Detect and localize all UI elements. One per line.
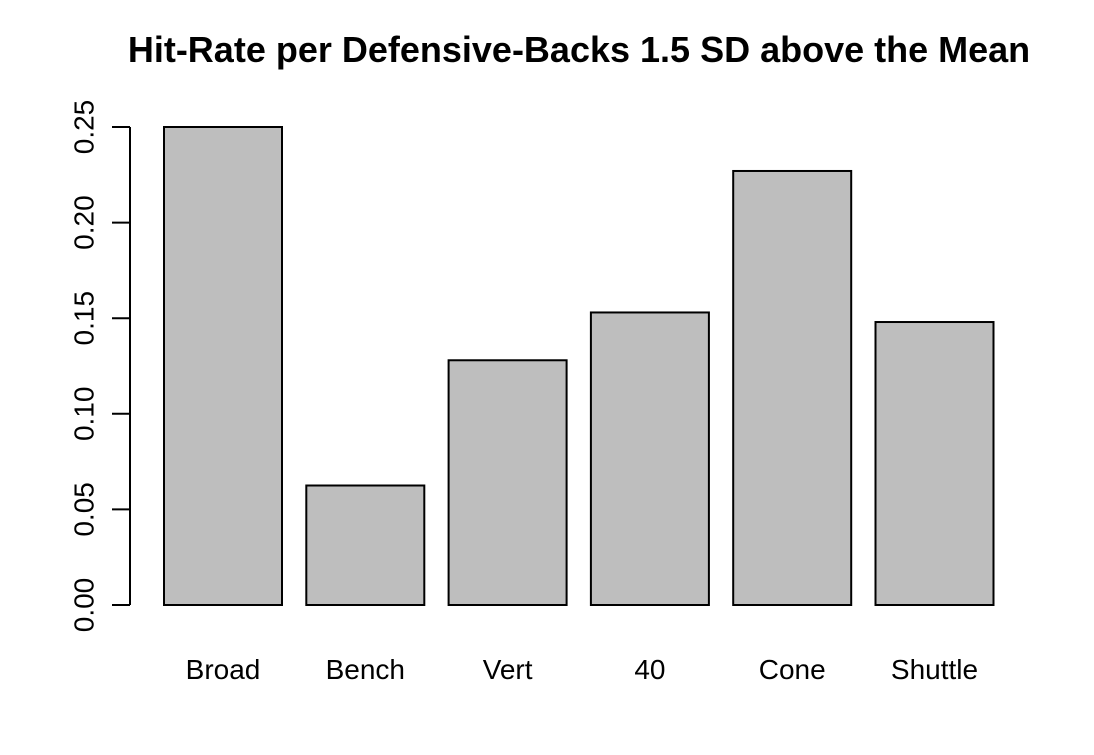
y-tick-label: 0.25 (69, 100, 100, 155)
y-tick-label: 0.15 (69, 291, 100, 346)
x-axis-labels: Broad Bench Vert 40 Cone Shuttle (186, 654, 978, 685)
bar-vert (447, 359, 568, 606)
x-category-label: Bench (326, 654, 405, 685)
y-tick-label: 0.05 (69, 482, 100, 537)
bar-cone (732, 169, 853, 606)
y-tick-label: 0.00 (69, 578, 100, 633)
bar-bench (305, 484, 426, 606)
bars-group (163, 126, 995, 606)
bar-shuttle (874, 321, 995, 606)
x-category-label: Vert (483, 654, 533, 685)
x-category-label: Broad (186, 654, 261, 685)
y-axis: 0.00 0.05 0.10 0.15 0.20 0.25 (69, 100, 131, 633)
y-tick-label: 0.10 (69, 387, 100, 442)
chart-title: Hit-Rate per Defensive-Backs 1.5 SD abov… (128, 29, 1030, 70)
bar-broad (163, 126, 283, 606)
bar-40 (589, 311, 710, 606)
y-tick-label: 0.20 (69, 195, 100, 250)
x-category-label: Shuttle (891, 654, 978, 685)
x-category-label: 40 (634, 654, 665, 685)
x-category-label: Cone (759, 654, 826, 685)
